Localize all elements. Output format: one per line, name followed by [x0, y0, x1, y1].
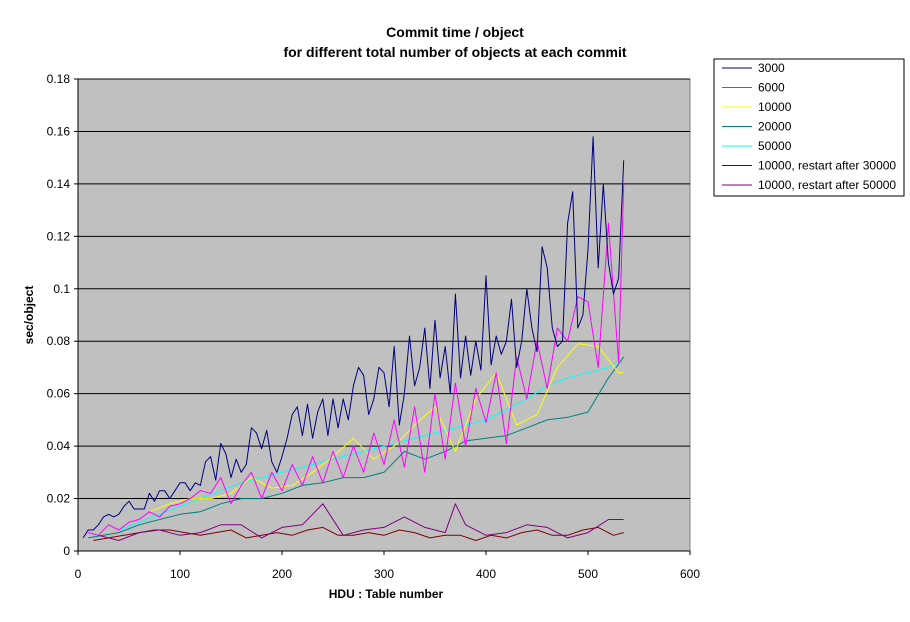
- series-line-4: [118, 356, 624, 531]
- axes: [74, 78, 691, 555]
- legend-label: 6000: [758, 81, 785, 95]
- legend-label: 10000, restart after 50000: [758, 178, 896, 192]
- x-tick-label: 500: [578, 567, 598, 581]
- y-tick-label: 0.1: [53, 282, 70, 296]
- y-tick-labels: 0 0.02 0.04 0.06 0.08 0.1 0.12 0.14 0.16 0.18: [47, 72, 71, 558]
- series-line-1: [88, 183, 625, 536]
- y-tick-label: 0.16: [47, 124, 71, 138]
- series-line-5: [93, 526, 624, 541]
- series-line-0: [82, 136, 625, 539]
- y-tick-label: 0: [63, 544, 70, 558]
- x-tick-label: 0: [75, 567, 82, 581]
- y-tick-label: 0.04: [47, 439, 71, 453]
- x-axis-label: HDU : Table number: [329, 587, 444, 601]
- y-tick-label: 0.08: [47, 334, 71, 348]
- legend-label: 50000: [758, 139, 792, 153]
- legend-label: 3000: [758, 61, 785, 75]
- x-tick-label: 300: [374, 567, 394, 581]
- y-tick-label: 0.18: [47, 72, 71, 86]
- gridlines: [78, 78, 690, 500]
- legend-label: 20000: [758, 120, 792, 134]
- plot-area: [77, 78, 691, 552]
- legend-label: 10000: [758, 100, 792, 114]
- x-tick-label: 600: [680, 567, 700, 581]
- chart-title-line-2: for different total number of objects at…: [283, 44, 626, 60]
- x-tick-labels: 0 100 200 300 400 500 600: [75, 567, 701, 581]
- legend-label: 10000, restart after 30000: [758, 159, 896, 173]
- legend: 3000 6000 10000 20000 50000 10000, restart af…: [713, 58, 905, 197]
- y-tick-label: 0.06: [47, 387, 71, 401]
- y-tick-label: 0.14: [47, 177, 71, 191]
- y-tick-label: 0.12: [47, 229, 71, 243]
- chart-title-line-1: Commit time / object: [386, 24, 524, 40]
- x-tick-label: 400: [476, 567, 496, 581]
- y-tick-label: 0.02: [47, 492, 71, 506]
- series-layer: [82, 136, 625, 541]
- series-line-3: [88, 356, 625, 539]
- series-line-2: [149, 343, 624, 513]
- x-tick-label: 100: [170, 567, 190, 581]
- y-axis-label: sec/object: [22, 286, 36, 345]
- series-line-6: [98, 503, 624, 541]
- x-tick-label: 200: [272, 567, 292, 581]
- legend-box: [713, 58, 905, 197]
